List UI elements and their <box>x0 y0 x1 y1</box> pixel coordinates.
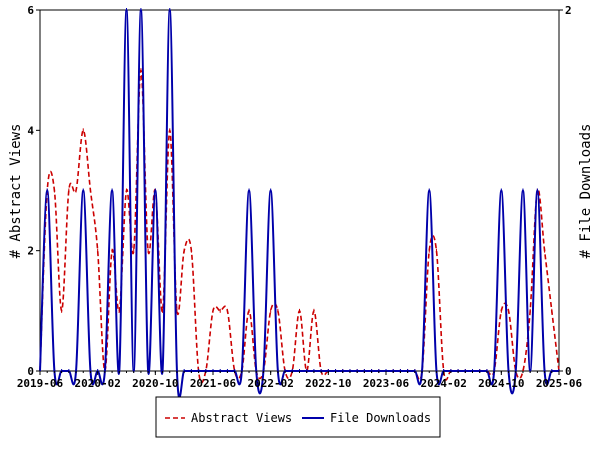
y-right-axis-title: # File Downloads <box>578 124 594 259</box>
x-tick-label-2024-02: 2024-02 <box>420 377 466 390</box>
legend-box <box>155 396 441 438</box>
x-tick-label-2019-06: 2019-06 <box>17 377 64 390</box>
y-left-tick-label-4: 4 <box>27 124 34 137</box>
x-tick-label-2022-10: 2022-10 <box>305 377 351 390</box>
series-line-file-downloads <box>39 9 559 399</box>
legend-label-abstract-views: Abstract Views <box>191 411 292 425</box>
y-right-tick-label-0: 0 <box>565 365 572 378</box>
x-tick-label-2025-06: 2025-06 <box>536 377 583 390</box>
plot-area <box>39 9 560 372</box>
y-left-tick-label-2: 2 <box>27 245 34 258</box>
y-left-axis-title: # Abstract Views <box>8 124 24 259</box>
x-tick-label-2024-10: 2024-10 <box>478 377 524 390</box>
y-left-tick-label-6: 6 <box>27 4 34 17</box>
x-tick-label-2020-10: 2020-10 <box>132 377 178 390</box>
y-right-tick-label-2: 2 <box>565 4 572 17</box>
legend-label-file-downloads: File Downloads <box>330 411 431 425</box>
ticks-layer: 2019-06 2020-02 2020-10 2021-06 2022-02 2022-… <box>17 4 583 390</box>
x-tick-label-2020-02: 2020-02 <box>74 377 120 390</box>
x-tick-label-2022-02: 2022-02 <box>247 377 293 390</box>
legend: Abstract Views File Downloads <box>155 396 441 438</box>
x-tick-label-2023-06: 2023-06 <box>363 377 410 390</box>
y-left-tick-label-0: 0 <box>27 365 34 378</box>
x-tick-label-2021-06: 2021-06 <box>190 377 237 390</box>
